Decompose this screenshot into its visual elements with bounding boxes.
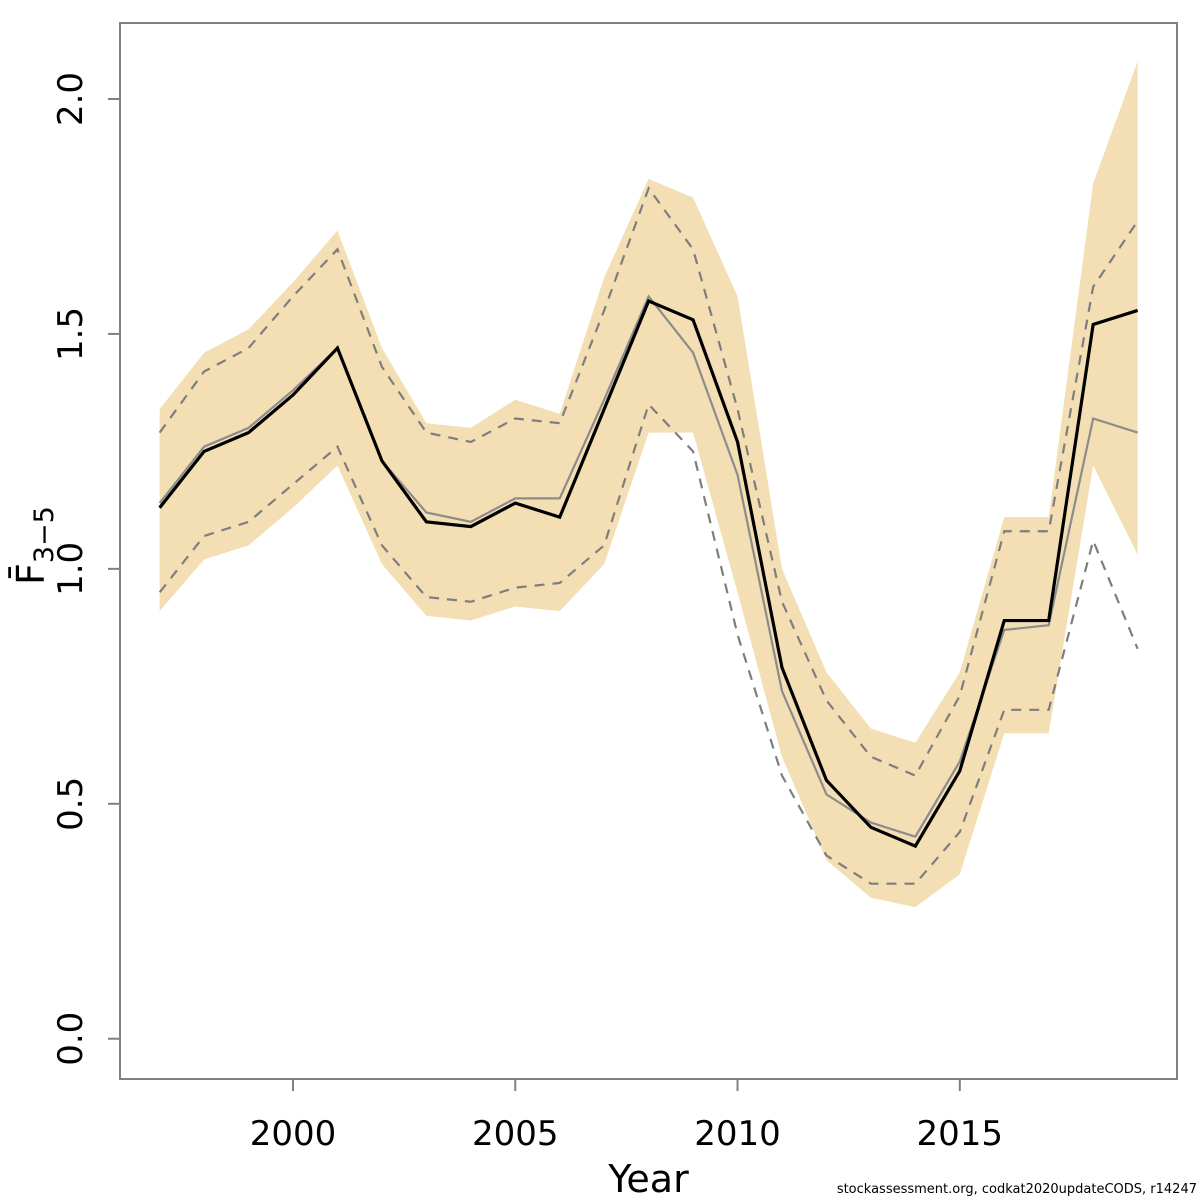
plot-box <box>119 22 1178 1080</box>
y-tick-label: 1.5 <box>51 307 91 361</box>
x-tick-label: 2015 <box>917 1114 1004 1154</box>
x-axis-title: Year <box>607 1157 689 1200</box>
fit2-ci-upper-line <box>158 185 1139 777</box>
x-tick-label: 2005 <box>472 1114 559 1154</box>
y-axis-title-text: F̄3−5 <box>9 506 60 585</box>
y-tick-label: 0.5 <box>51 777 91 831</box>
y-tick-label: 1.0 <box>51 542 91 596</box>
footer-credit: stockassessment.org, codkat2020updateCOD… <box>836 1182 1197 1197</box>
x-tick-label: 2000 <box>250 1114 337 1154</box>
y-tick-label: 2.0 <box>51 72 91 126</box>
fit1-mean-line <box>158 298 1139 849</box>
y-tick-label: 0.0 <box>51 1012 91 1066</box>
y-axis-title: F̄3−5 <box>9 506 60 585</box>
x-tick-label: 2010 <box>694 1114 781 1154</box>
